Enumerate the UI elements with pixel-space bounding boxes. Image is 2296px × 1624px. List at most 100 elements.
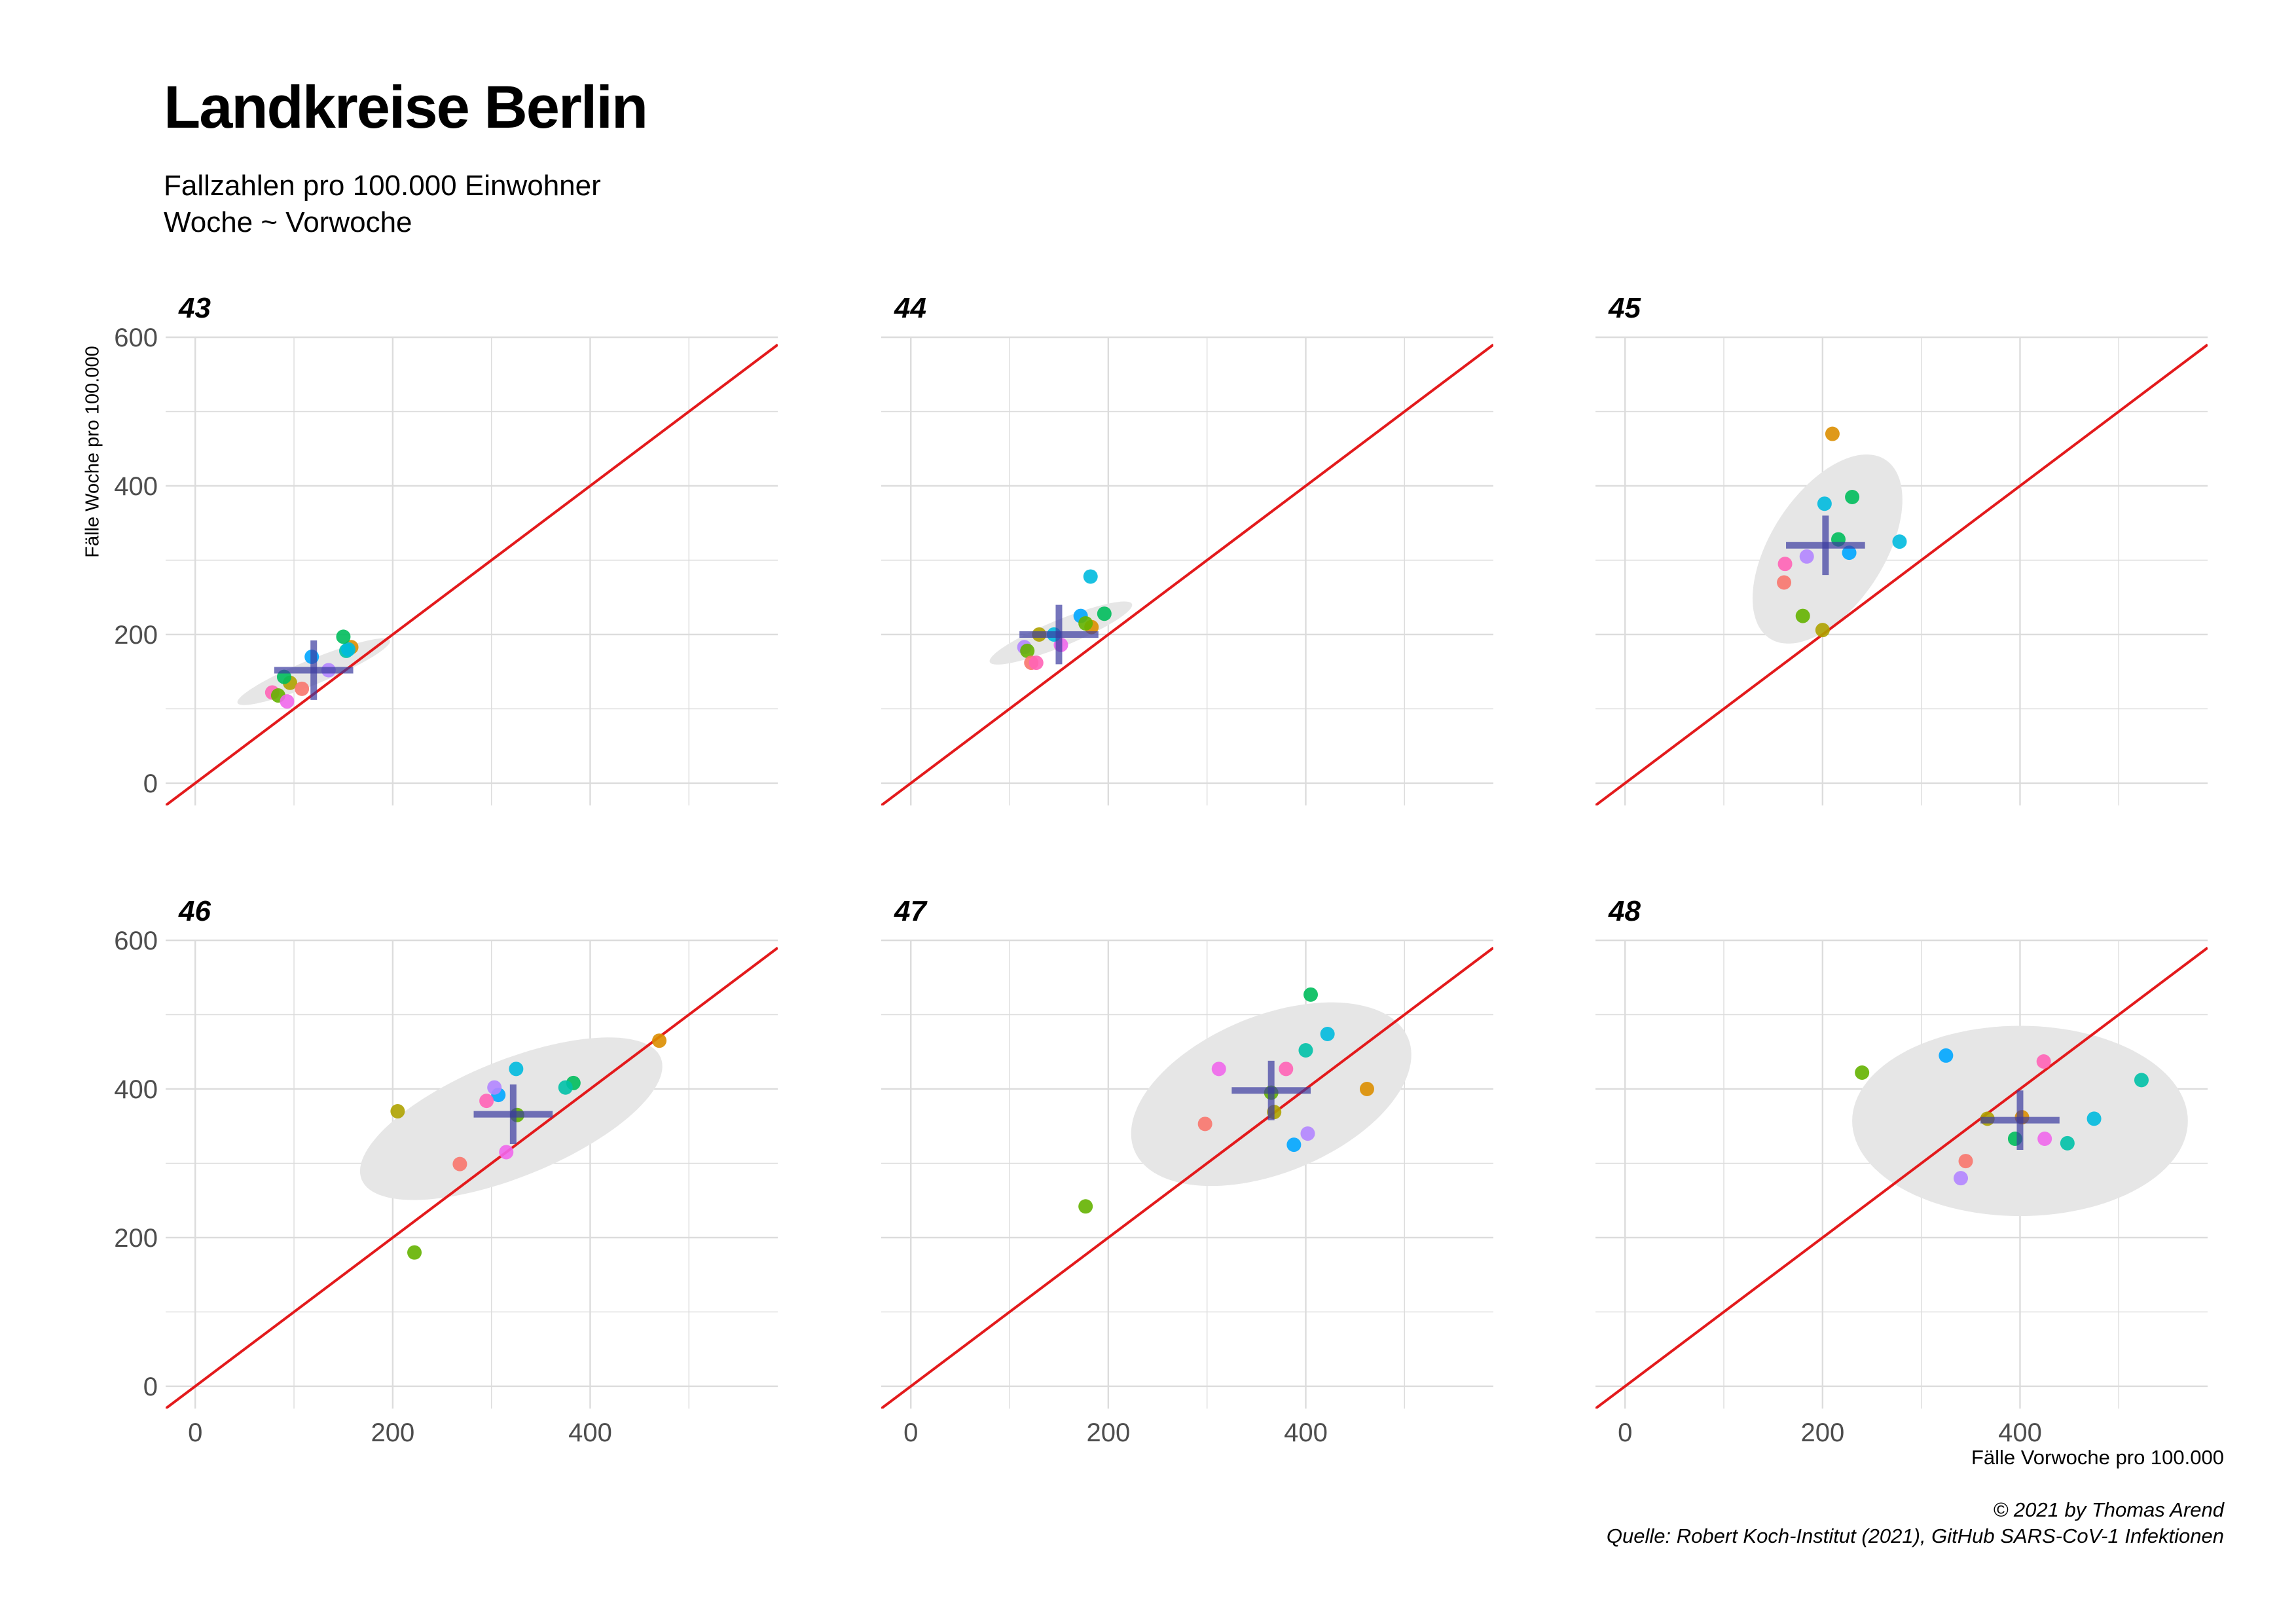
data-point — [1817, 496, 1832, 511]
facet-label: 45 — [1608, 292, 1641, 324]
facet-label: 47 — [894, 895, 928, 927]
grid — [166, 336, 778, 805]
subtitle: Fallzahlen pro 100.000 Einwohner Woche ~… — [164, 168, 601, 241]
y-tick-label: 0 — [143, 769, 158, 798]
data-point — [1300, 1126, 1315, 1141]
data-point — [2037, 1132, 2052, 1147]
data-point — [2134, 1073, 2149, 1088]
panel-content — [1595, 343, 2208, 805]
y-tick-label: 200 — [114, 1224, 158, 1253]
x-tick-label: 200 — [1800, 1418, 1844, 1447]
x-tick-label: 0 — [188, 1418, 202, 1447]
data-point — [1078, 1199, 1093, 1214]
data-point — [479, 1094, 494, 1109]
panel-content — [881, 946, 1493, 1409]
data-point — [1892, 534, 1907, 549]
x-axis-label: Fälle Vorwoche pro 100.000 — [1971, 1446, 2224, 1469]
data-point — [407, 1245, 422, 1260]
data-point — [1359, 1081, 1374, 1096]
facet-label: 44 — [894, 292, 926, 324]
data-point — [1939, 1048, 1954, 1063]
panel-content — [166, 946, 778, 1409]
grid — [881, 336, 1493, 805]
data-point — [1197, 1116, 1212, 1132]
data-point — [1815, 623, 1830, 638]
data-point — [1953, 1171, 1968, 1186]
data-point — [452, 1156, 467, 1172]
data-point — [1777, 575, 1792, 590]
subtitle-line-2: Woche ~ Vorwoche — [164, 206, 412, 238]
facet-label: 46 — [178, 895, 211, 927]
data-point — [295, 681, 310, 696]
data-point — [1842, 545, 1857, 561]
data-point — [487, 1080, 502, 1095]
data-point — [1320, 1027, 1335, 1041]
y-tick-label: 600 — [114, 927, 158, 955]
data-point — [1303, 987, 1319, 1002]
facet-panel-46: 46 0 200 400 600 0 200 400 — [114, 895, 778, 1447]
panel-content — [881, 343, 1493, 805]
panel-content — [166, 343, 778, 805]
x-tick-label: 400 — [1998, 1418, 2042, 1447]
subtitle-line-1: Fallzahlen pro 100.000 Einwohner — [164, 170, 601, 202]
data-point — [1078, 616, 1093, 631]
data-point — [1279, 1061, 1294, 1077]
data-point — [1855, 1065, 1870, 1080]
data-point — [1211, 1061, 1226, 1077]
data-point — [1845, 490, 1860, 505]
data-point — [1799, 549, 1814, 564]
data-point — [1029, 655, 1044, 671]
data-point — [280, 694, 295, 709]
x-tick-label: 0 — [903, 1418, 918, 1447]
reference-line — [1595, 946, 2208, 1409]
x-tick-label: 200 — [371, 1418, 414, 1447]
data-point — [652, 1033, 667, 1048]
y-tick-label: 600 — [114, 323, 158, 352]
data-point — [1795, 608, 1810, 623]
data-point — [340, 642, 355, 657]
page-title: Landkreise Berlin — [164, 74, 648, 141]
data-point — [499, 1145, 514, 1160]
facet-label: 48 — [1608, 895, 1641, 927]
data-point — [1777, 557, 1793, 572]
data-point — [558, 1080, 573, 1095]
data-point — [1083, 569, 1098, 584]
data-point — [1825, 426, 1840, 441]
x-tick-label: 0 — [1618, 1418, 1632, 1447]
x-tick-label: 400 — [1284, 1418, 1328, 1447]
caption: © 2021 by Thomas Arend Quelle: Robert Ko… — [1607, 1497, 2224, 1549]
reference-line — [166, 343, 778, 805]
reference-line — [881, 946, 1493, 1409]
facet-panel-44: 44 — [881, 292, 1493, 805]
x-tick-label: 400 — [568, 1418, 612, 1447]
data-point — [509, 1061, 524, 1077]
y-axis-label: Fälle Woche pro 100.000 — [82, 346, 103, 558]
reference-line — [881, 343, 1493, 805]
reference-line — [1595, 343, 2208, 805]
reference-line — [166, 946, 778, 1409]
y-tick-label: 400 — [114, 472, 158, 501]
x-tick-label: 200 — [1086, 1418, 1130, 1447]
data-point — [336, 629, 351, 644]
data-point — [1097, 606, 1112, 621]
facet-panel-45: 45 — [1595, 292, 2208, 805]
facet-panel-48: 48 0 200 400 — [1595, 895, 2208, 1447]
data-point — [2036, 1054, 2051, 1069]
data-point — [1958, 1154, 1973, 1169]
y-tick-label: 0 — [143, 1373, 158, 1401]
data-point — [390, 1104, 405, 1119]
data-point — [2060, 1135, 2075, 1151]
facet-label: 43 — [178, 292, 211, 324]
data-point — [2086, 1111, 2102, 1126]
data-point — [1298, 1043, 1313, 1058]
facet-panel-47: 47 0 200 400 — [881, 895, 1493, 1447]
y-tick-label: 200 — [114, 621, 158, 650]
data-point — [1020, 643, 1035, 658]
source-line: Quelle: Robert Koch-Institut (2021), Git… — [1606, 1524, 2224, 1547]
panel-content — [1595, 946, 2208, 1409]
facet-panel-43: 43 0 200 400 600 — [114, 292, 778, 805]
copyright-line: © 2021 by Thomas Arend — [1993, 1498, 2224, 1521]
data-point — [1286, 1137, 1302, 1153]
y-tick-label: 400 — [114, 1075, 158, 1104]
